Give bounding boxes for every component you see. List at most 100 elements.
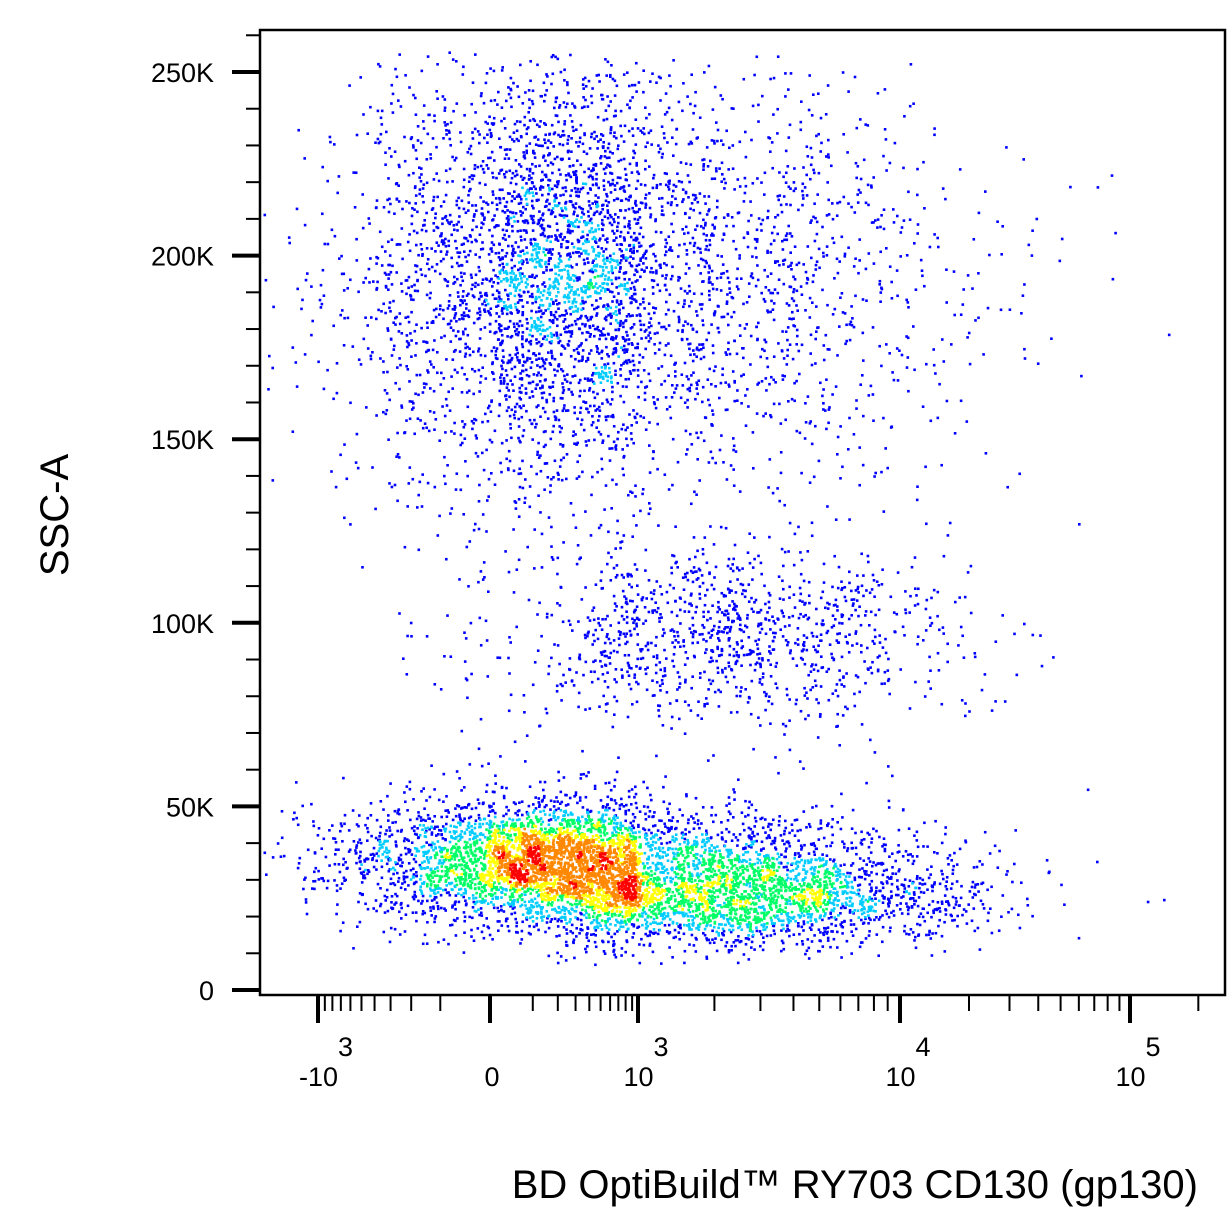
event-point <box>954 897 958 900</box>
event-point <box>545 73 548 76</box>
event-point <box>802 929 805 932</box>
event-point <box>615 483 618 486</box>
event-point <box>470 928 473 932</box>
event-point <box>872 579 876 582</box>
event-point <box>681 328 684 332</box>
event-point <box>844 705 847 709</box>
event-point <box>306 272 309 275</box>
event-point <box>727 383 731 386</box>
event-point <box>481 241 484 244</box>
event-point <box>702 610 705 614</box>
event-point <box>856 165 860 168</box>
event-point <box>503 127 507 130</box>
event-point <box>505 148 509 151</box>
event-point <box>448 213 452 217</box>
event-point <box>850 841 853 845</box>
event-point <box>575 671 578 674</box>
event-point <box>621 676 624 679</box>
event-point <box>773 635 776 639</box>
event-point <box>507 570 511 574</box>
event-point <box>851 846 854 850</box>
event-point <box>660 205 664 208</box>
event-point <box>613 79 617 83</box>
event-point <box>478 390 481 393</box>
event-point <box>495 203 499 206</box>
event-point <box>789 251 792 254</box>
event-point <box>649 215 652 219</box>
event-point <box>721 263 725 266</box>
event-point <box>382 371 385 374</box>
event-point <box>612 649 616 653</box>
event-point <box>650 641 653 645</box>
event-point <box>896 851 900 854</box>
event-point <box>816 736 820 739</box>
event-point <box>624 197 628 201</box>
event-point <box>879 250 882 254</box>
event-point <box>554 215 557 218</box>
event-point <box>407 320 411 324</box>
event-point <box>888 692 891 696</box>
event-point <box>605 195 609 198</box>
event-point <box>549 437 553 441</box>
event-point <box>431 137 435 140</box>
event-point <box>780 949 783 953</box>
event-point <box>485 164 489 167</box>
event-point <box>473 164 477 167</box>
event-point <box>667 374 670 377</box>
event-point <box>806 697 809 700</box>
event-point <box>635 314 639 317</box>
event-point <box>870 841 873 844</box>
event-point <box>472 350 475 354</box>
event-point <box>660 325 663 329</box>
event-point <box>790 261 793 265</box>
event-point <box>338 257 341 260</box>
event-point <box>831 202 834 205</box>
event-point <box>830 164 833 168</box>
event-point <box>827 213 831 216</box>
event-point <box>443 98 447 101</box>
event-point <box>485 917 488 920</box>
event-point <box>420 505 424 508</box>
event-point <box>578 140 581 144</box>
event-point <box>474 253 477 256</box>
event-point <box>354 849 357 852</box>
event-point <box>519 372 522 375</box>
event-point <box>449 319 453 323</box>
event-point <box>455 804 459 807</box>
event-point <box>425 293 429 297</box>
event-point <box>514 159 518 162</box>
event-point <box>501 188 504 192</box>
event-point <box>760 229 763 232</box>
event-point <box>883 670 887 674</box>
event-point <box>599 651 603 654</box>
event-point <box>577 620 580 623</box>
event-point <box>396 499 399 503</box>
event-point <box>835 214 839 217</box>
event-point <box>617 303 621 306</box>
event-point <box>719 381 723 385</box>
event-point <box>703 603 707 607</box>
event-point <box>382 302 385 306</box>
event-point <box>753 536 756 539</box>
event-point <box>741 822 745 826</box>
event-point <box>747 219 750 223</box>
event-point <box>669 277 673 281</box>
event-point <box>899 255 902 258</box>
event-point <box>557 418 561 422</box>
event-point <box>707 331 711 335</box>
event-point <box>614 444 618 447</box>
event-point <box>825 670 829 673</box>
event-point <box>1000 253 1003 256</box>
event-point <box>455 223 459 226</box>
event-point <box>605 192 608 196</box>
event-point <box>759 817 762 821</box>
event-point <box>317 869 320 873</box>
event-point <box>907 306 910 309</box>
event-point <box>796 309 799 312</box>
event-point <box>915 498 919 502</box>
event-point <box>577 145 580 148</box>
event-point <box>472 321 476 325</box>
event-point <box>769 242 773 246</box>
event-point <box>491 234 494 238</box>
event-point <box>661 724 665 727</box>
